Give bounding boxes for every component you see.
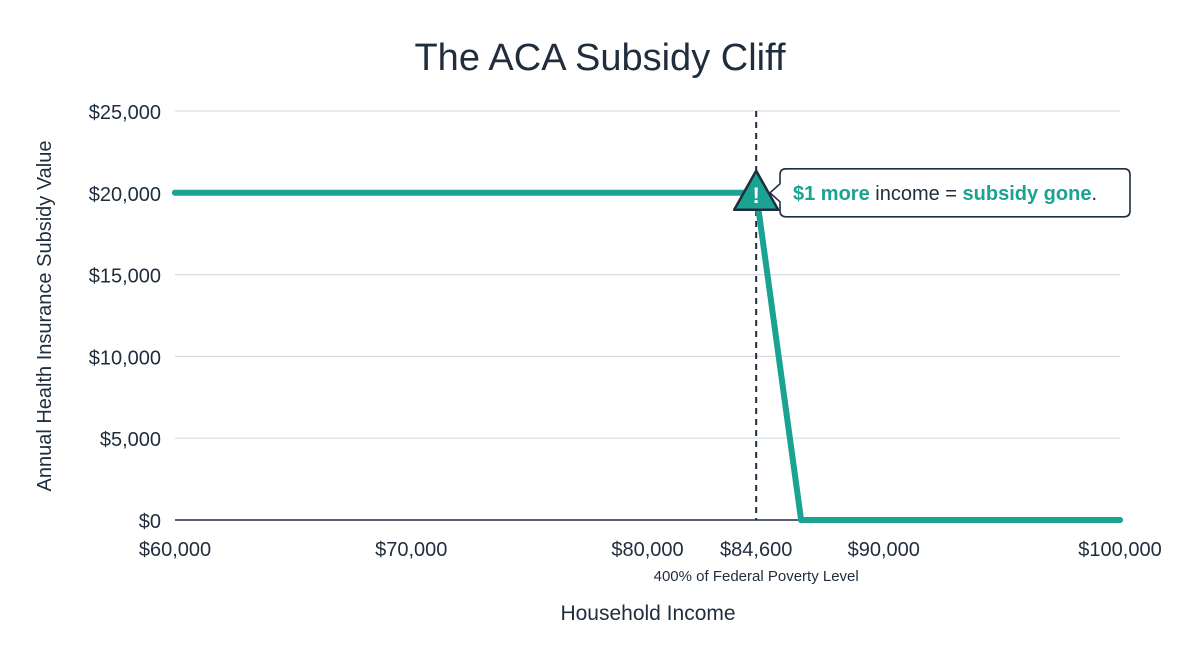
- subsidy-series-line: [172, 189, 1123, 523]
- x-tick-label: $70,000: [375, 539, 447, 561]
- series-point: [1117, 517, 1123, 523]
- chart-title: The ACA Subsidy Cliff: [414, 37, 785, 79]
- x-tick-label: $100,000: [1078, 539, 1161, 561]
- y-axis-label: Annual Health Insurance Subsidy Value: [34, 141, 56, 492]
- x-tick-label: $84,600: [720, 539, 792, 561]
- y-tick-labels: $0 $5,000 $10,000 $15,000 $20,000 $25,000: [89, 102, 161, 533]
- annotation-text: $1 more income = subsidy gone.: [793, 183, 1097, 205]
- reference-line-label: 400% of Federal Poverty Level: [654, 568, 859, 585]
- y-tick-label: $25,000: [89, 102, 161, 124]
- annotation-emphasis-amount: $1 more: [793, 183, 870, 205]
- y-tick-label: $20,000: [89, 184, 161, 206]
- x-tick-label: $90,000: [848, 539, 920, 561]
- y-tick-label: $15,000: [89, 266, 161, 288]
- grid-lines: [175, 110, 1120, 439]
- x-tick-label: $60,000: [139, 539, 211, 561]
- annotation-period: .: [1091, 183, 1097, 205]
- annotation-plain-text: income =: [870, 183, 963, 205]
- warning-exclamation-glyph: !: [753, 183, 760, 208]
- y-tick-label: $0: [139, 511, 161, 533]
- y-tick-label: $10,000: [89, 347, 161, 369]
- annotation-emphasis-result: subsidy gone: [963, 183, 1092, 205]
- annotation-callout-box: [769, 168, 1131, 218]
- x-tick-labels: $60,000 $70,000 $80,000 $84,600 $90,000 $100,…: [139, 539, 1162, 561]
- cliff-annotation: ! $1 more income = subsidy gone.: [732, 168, 1131, 218]
- x-axis-label: Household Income: [560, 602, 735, 625]
- x-tick-label: $80,000: [611, 539, 683, 561]
- y-tick-label: $5,000: [100, 429, 161, 451]
- series-point: [172, 189, 178, 196]
- series-point: [798, 517, 805, 523]
- warning-triangle-icon: [732, 169, 780, 212]
